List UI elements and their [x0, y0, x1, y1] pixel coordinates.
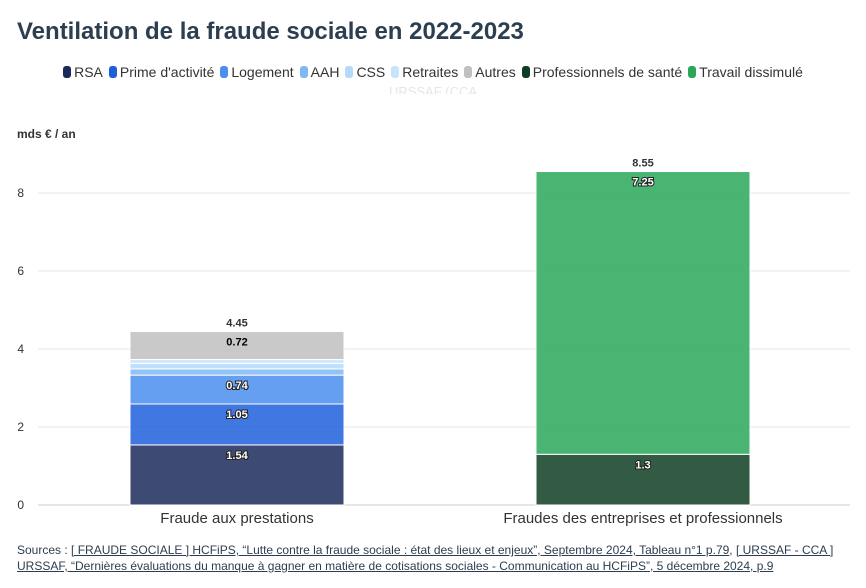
bar-segment [535, 453, 751, 506]
bar-segment [129, 359, 345, 364]
total-label: 4.45 [226, 317, 247, 329]
legend-swatch [108, 66, 117, 78]
data-label: 0.74 [226, 380, 248, 392]
legend-swatch [521, 66, 530, 78]
y-axis-unit: mds € / an [17, 127, 76, 141]
legend-item[interactable]: AAH [299, 64, 340, 80]
data-label: 0.72 [226, 336, 247, 348]
legend-swatch [299, 66, 308, 78]
y-tick-label: 0 [17, 498, 24, 512]
legend-label: Logement [231, 64, 294, 80]
sources-prefix: Sources : [17, 543, 72, 557]
y-tick-label: 8 [17, 186, 24, 200]
source-link-1[interactable]: [ FRAUDE SOCIALE ] HCFiPS, “Lutte contre… [71, 543, 730, 557]
legend-label: Professionnels de santé [532, 64, 683, 80]
y-tick-label: 4 [17, 342, 24, 356]
legend-swatch [688, 66, 697, 78]
legend-item[interactable]: Travail dissimulé [688, 64, 803, 80]
source-link-2[interactable]: [ URSSAF - CCA ] URSSAF, “Dernières éval… [17, 543, 834, 573]
data-label: 1.54 [226, 450, 248, 462]
legend-item[interactable]: Logement [220, 64, 294, 80]
legend-label: RSA [74, 64, 103, 80]
x-tick-label: Fraude aux prestations [160, 510, 313, 527]
legend-item[interactable]: Prime d'activité [108, 64, 215, 80]
data-label: 7.25 [632, 177, 653, 189]
legend-label: CSS [356, 64, 386, 80]
bar-chart: 0 2 4 6 8 1.54 1.05 0.74 0.72 4.45 Fraude aux pres… [17, 158, 850, 527]
x-tick-label: Fraudes des entreprises et professionnel… [503, 510, 782, 527]
legend-label: Prime d'activité [119, 64, 215, 80]
legend-label: Travail dissimulé [699, 64, 803, 80]
legend-item-hidden[interactable]: URSSAF (CCA [388, 84, 478, 94]
legend-label: Retraites [402, 64, 459, 80]
legend: RSA Prime d'activité Logement AAH CSS Retrait… [0, 64, 866, 81]
sources-sep: , [729, 543, 736, 557]
bar-segment [129, 368, 345, 376]
legend-label: Autres [475, 64, 516, 80]
legend-swatch [464, 66, 473, 78]
bar-segment [129, 374, 345, 405]
sources: Sources : [ FRAUDE SOCIALE ] HCFiPS, “Lu… [17, 542, 866, 574]
legend-swatch [63, 66, 72, 78]
chart-title: Ventilation de la fraude sociale en 2022… [17, 18, 524, 45]
data-label: 1.3 [635, 459, 650, 471]
y-tick-label: 2 [17, 420, 24, 434]
bar-segment [129, 403, 345, 446]
legend-item[interactable]: CSS [345, 64, 385, 80]
legend-item[interactable]: Autres [464, 64, 516, 80]
bar-segment [535, 171, 751, 455]
data-label: 1.05 [226, 409, 247, 421]
legend-swatch [345, 66, 354, 78]
legend-swatch [391, 66, 400, 78]
bar-segment [129, 330, 345, 361]
total-label: 8.55 [632, 158, 653, 170]
legend-item[interactable]: Retraites [391, 64, 458, 80]
bar-segment [129, 362, 345, 370]
legend-item[interactable]: RSA [63, 64, 103, 80]
legend-label: AAH [310, 64, 340, 80]
y-tick-label: 6 [17, 264, 24, 278]
bar-segment [129, 444, 345, 506]
legend-item[interactable]: Professionnels de santé [521, 64, 683, 80]
legend-swatch [220, 66, 229, 78]
